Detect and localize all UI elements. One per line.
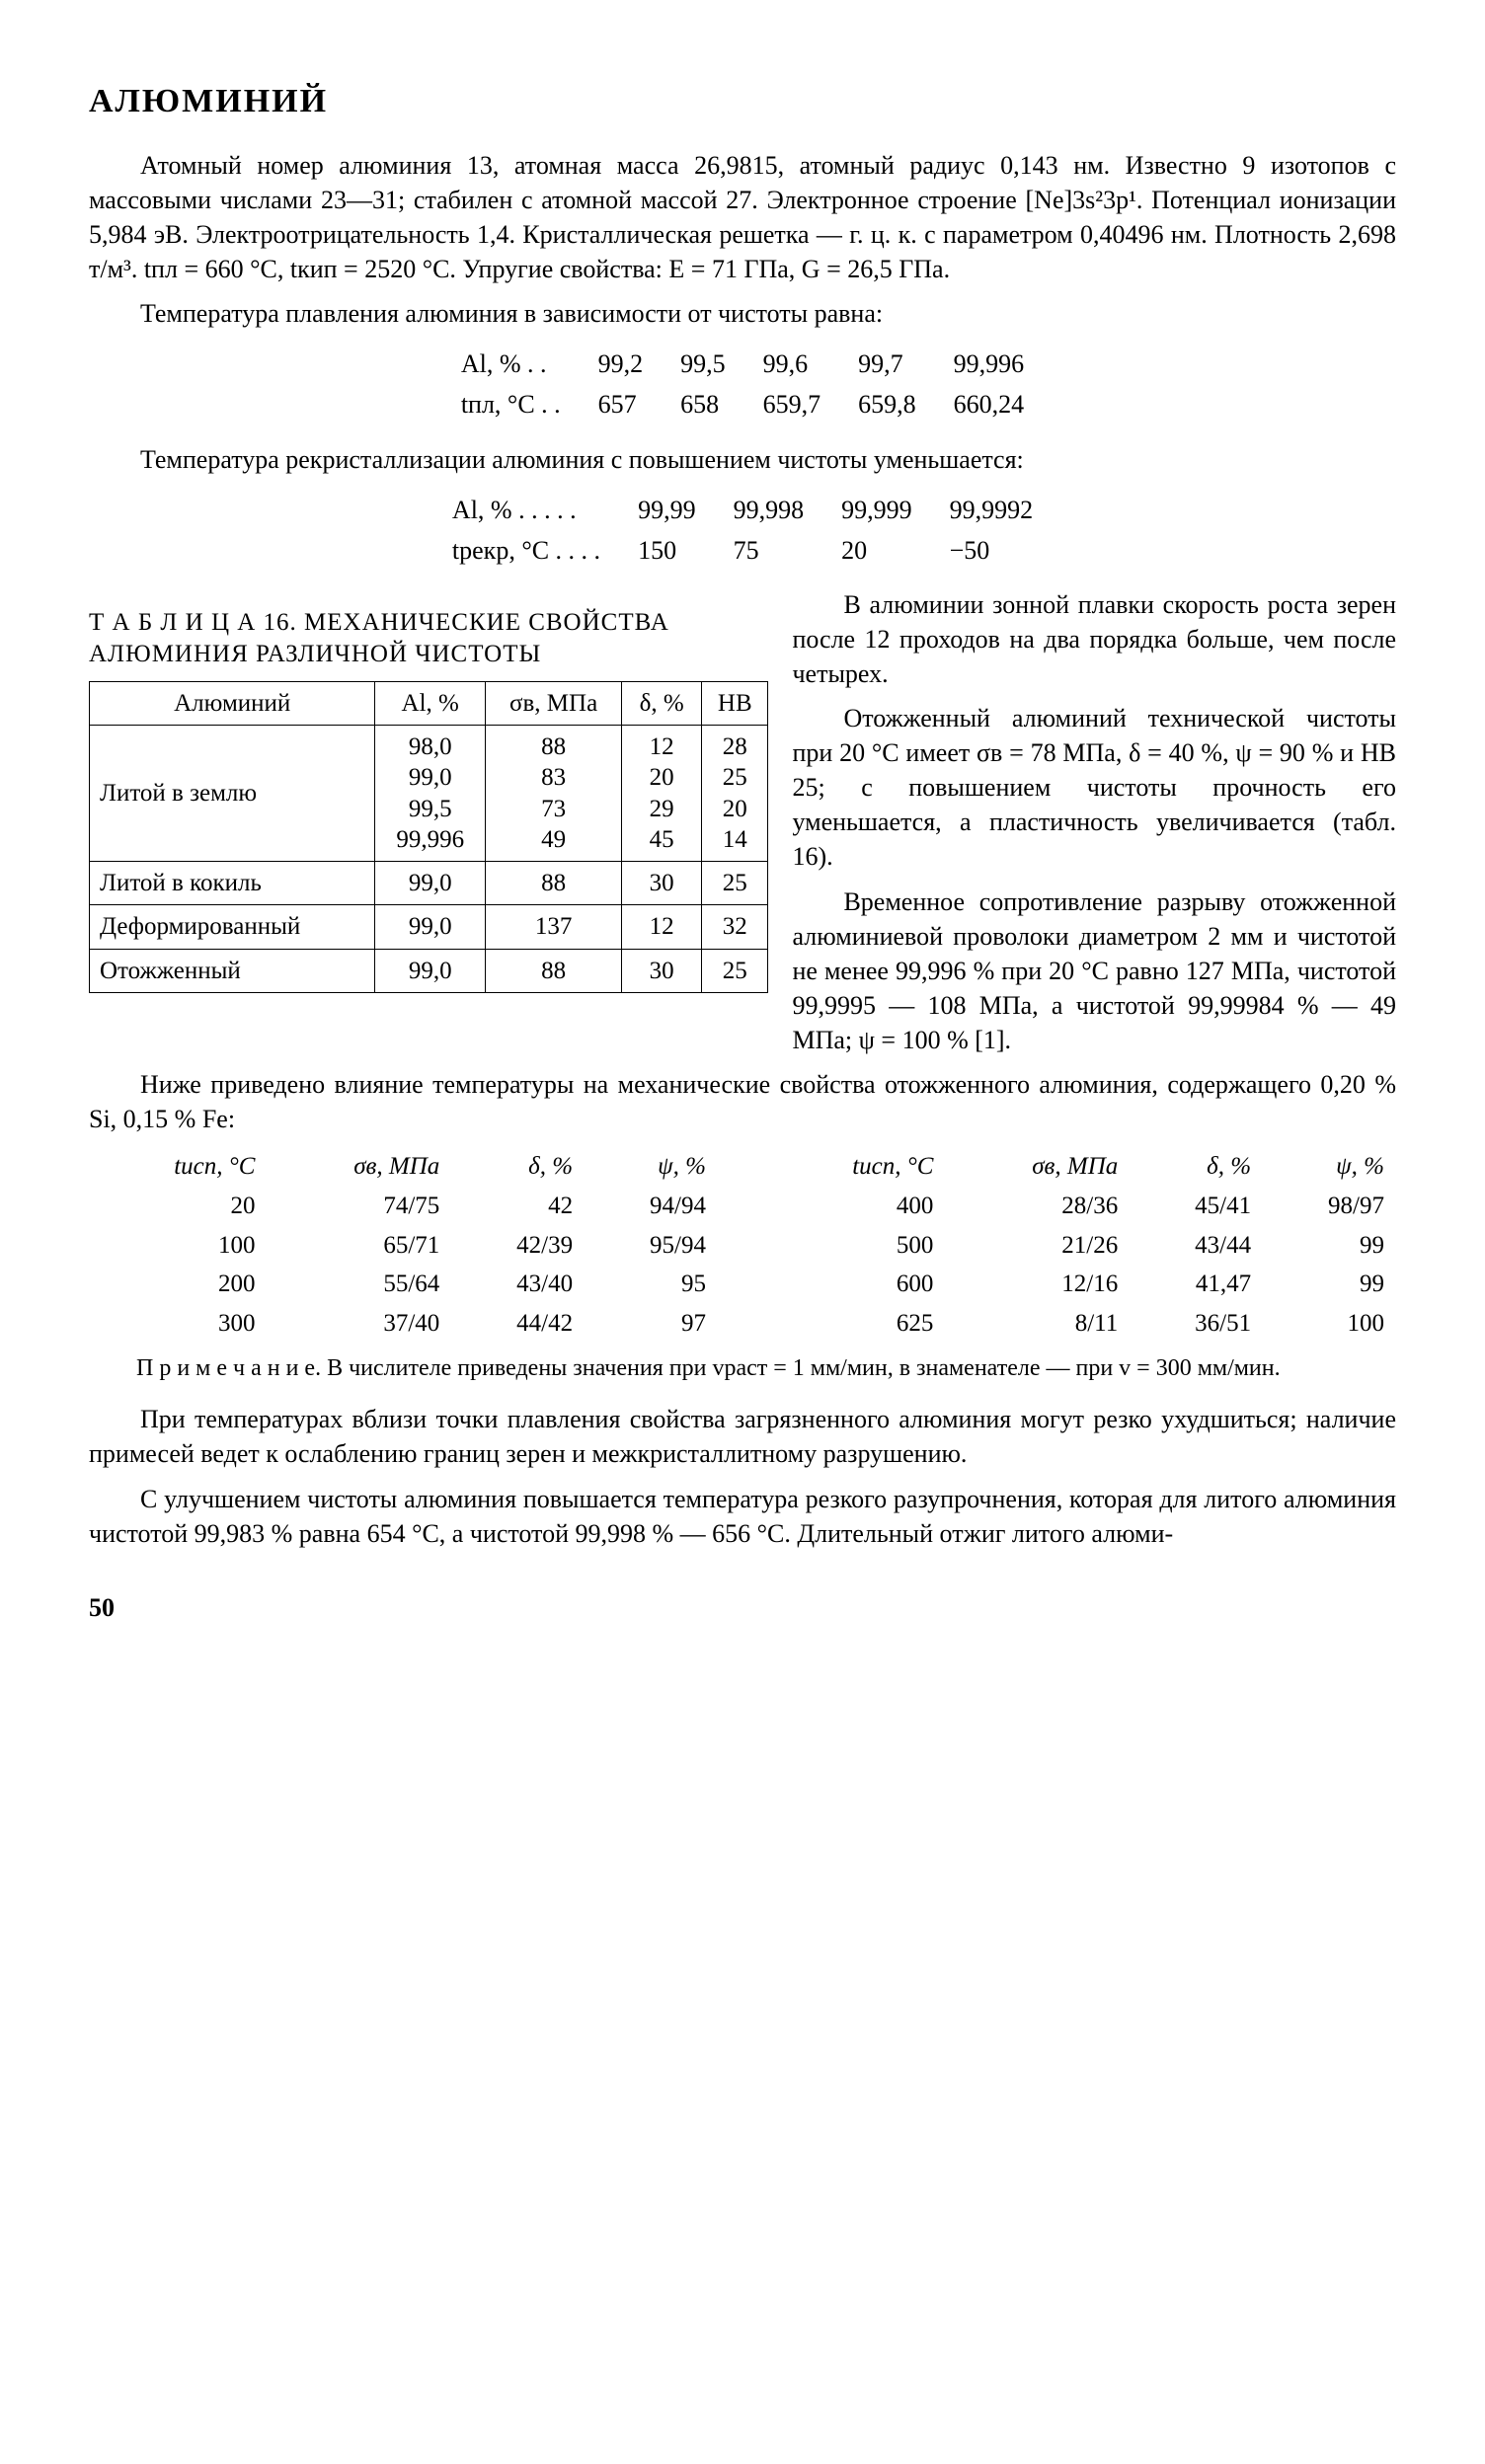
cell: 99,999: [823, 491, 930, 529]
table16-title: Т А Б Л И Ц А 16. МЕХАНИЧЕСКИЕ СВОЙСТВА …: [89, 607, 768, 671]
col-header: σв, МПа: [945, 1148, 1128, 1186]
cell-sigma: 88: [486, 862, 622, 905]
recrystallization-table: Al, % . . . . . 99,99 99,998 99,999 99,9…: [432, 489, 1053, 572]
cell-sigma: 137: [486, 905, 622, 949]
cell: 659,8: [840, 385, 934, 424]
cell-delta: 30: [622, 862, 702, 905]
cell-hb: 28252014: [702, 726, 768, 862]
cell: 99,6: [745, 345, 839, 383]
table-row: Деформиро­ванный 99,0 137 12 32: [90, 905, 768, 949]
cell: 99,7: [840, 345, 934, 383]
table-row: 10065/7142/3995/94 50021/2643/4499: [91, 1227, 1394, 1265]
table-row: 30037/4044/4297 6258/1136/51100: [91, 1305, 1394, 1343]
side-paragraph-2: Отожженный алюминий технической чистоты …: [792, 701, 1396, 874]
table-row: 20055/6443/4095 60012/1641,4799: [91, 1266, 1394, 1303]
cell: 75: [716, 531, 822, 570]
cell: 657: [581, 385, 662, 424]
col-header: tисп, °C: [91, 1148, 265, 1186]
cell-al: 99,0: [375, 949, 486, 992]
paragraph-near-melting: При температурах вблизи точки плавления …: [89, 1402, 1396, 1471]
col-header: ψ, %: [585, 1148, 716, 1186]
page-number: 50: [89, 1590, 1396, 1625]
paragraph-soften-temp: С улучшением чистоты алюминия повышается…: [89, 1482, 1396, 1551]
cell-al: 99,0: [375, 862, 486, 905]
cell-label: Al, % . .: [443, 345, 579, 383]
cell: 20: [823, 531, 930, 570]
col-header: δ, %: [451, 1148, 583, 1186]
cell-delta: 12202945: [622, 726, 702, 862]
temperature-properties-table: tисп, °C σв, МПа δ, % ψ, % tисп, °C σв, …: [89, 1146, 1396, 1345]
table-row: 2074/754294/94 40028/3645/4198/97: [91, 1188, 1394, 1225]
cell: 99,5: [663, 345, 743, 383]
page-title: АЛЮМИНИЙ: [89, 79, 1396, 124]
cell-sigma: 88: [486, 949, 622, 992]
cell-hb: 25: [702, 949, 768, 992]
paragraph-melt-intro: Температура плавления алюминия в зависим…: [89, 296, 1396, 331]
cell: 99,9992: [932, 491, 1052, 529]
cell-sigma: 88837349: [486, 726, 622, 862]
cell-name: Деформиро­ванный: [90, 905, 375, 949]
cell-delta: 30: [622, 949, 702, 992]
col-header: tисп, °C: [769, 1148, 943, 1186]
cell-name: Отожженный: [90, 949, 375, 992]
cell: 660,24: [936, 385, 1043, 424]
side-paragraph-3: Временное сопротивление разрыву отожженн…: [792, 885, 1396, 1057]
col-header: ψ, %: [1263, 1148, 1394, 1186]
table-row: Литой в кокиль 99,0 88 30 25: [90, 862, 768, 905]
table-row: Литой в землю 98,099,099,599,996 8883734…: [90, 726, 768, 862]
cell-label: tрекр, °C . . . .: [434, 531, 618, 570]
cell: 99,996: [936, 345, 1043, 383]
col-header: σв, МПа: [267, 1148, 449, 1186]
cell-hb: 25: [702, 862, 768, 905]
paragraph-recr-intro: Температура рекристаллизации алюминия с …: [89, 442, 1396, 477]
cell: 150: [620, 531, 714, 570]
cell-hb: 32: [702, 905, 768, 949]
cell-label: Al, % . . . . .: [434, 491, 618, 529]
cell-al: 98,099,099,599,996: [375, 726, 486, 862]
table-header: δ, %: [622, 681, 702, 725]
cell-al: 99,0: [375, 905, 486, 949]
table-16: Алюминий Al, % σв, МПа δ, % HB Литой в з…: [89, 681, 768, 993]
cell: 99,2: [581, 345, 662, 383]
cell-name: Литой в землю: [90, 726, 375, 862]
cell: 659,7: [745, 385, 839, 424]
paragraph-intro: Атомный номер алюминия 13, атомная масса…: [89, 148, 1396, 286]
table-header: σв, МПа: [486, 681, 622, 725]
cell: −50: [932, 531, 1052, 570]
cell: 99,998: [716, 491, 822, 529]
table-note: П р и м е ч а н и е. В числителе приведе…: [89, 1352, 1396, 1384]
side-paragraph-1: В алюминии зонной плавки скорость роста …: [792, 587, 1396, 691]
cell: 99,99: [620, 491, 714, 529]
paragraph-temp-intro: Ниже приведено влияние температуры на ме…: [89, 1067, 1396, 1136]
cell-delta: 12: [622, 905, 702, 949]
table-header: HB: [702, 681, 768, 725]
table-row: Отожженный 99,0 88 30 25: [90, 949, 768, 992]
cell: 658: [663, 385, 743, 424]
table-header: Алюминий: [90, 681, 375, 725]
table-header: Al, %: [375, 681, 486, 725]
melt-point-table: Al, % . . 99,2 99,5 99,6 99,7 99,996 tпл…: [441, 343, 1044, 425]
cell-label: tпл, °C . .: [443, 385, 579, 424]
cell-name: Литой в кокиль: [90, 862, 375, 905]
col-header: δ, %: [1130, 1148, 1261, 1186]
